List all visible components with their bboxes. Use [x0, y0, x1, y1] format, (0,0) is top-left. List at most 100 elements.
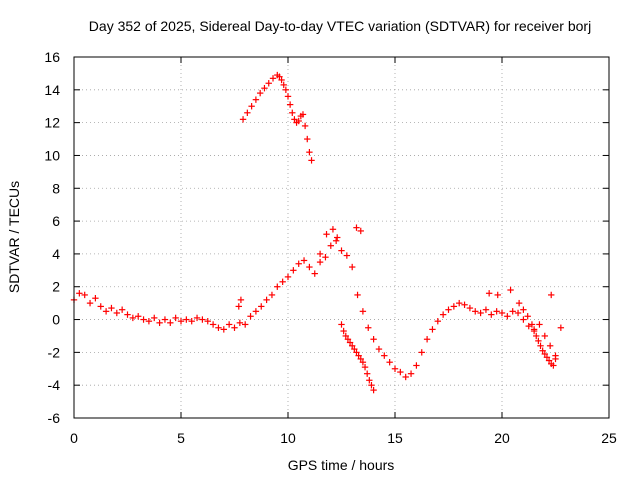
y-tick-label: -2: [48, 344, 61, 360]
data-point: [188, 317, 195, 325]
data-point: [304, 135, 311, 143]
y-tick-label: 2: [52, 279, 60, 295]
data-point: [295, 117, 302, 125]
data-point: [102, 308, 110, 315]
data-point: [485, 290, 493, 297]
data-point: [370, 336, 377, 343]
data-point: [543, 354, 551, 361]
data-point: [541, 332, 548, 340]
data-point: [488, 311, 495, 318]
data-point: [524, 313, 531, 320]
data-point: [279, 278, 286, 286]
data-point: [423, 336, 431, 343]
data-point: [520, 316, 527, 323]
x-axis-title: GPS time / hours: [288, 457, 395, 473]
data-point: [363, 370, 371, 377]
data-point: [289, 109, 296, 116]
data-point: [466, 304, 474, 312]
data-point: [193, 314, 201, 322]
data-point: [402, 373, 409, 381]
data-point: [536, 321, 543, 328]
data-point: [204, 317, 211, 325]
data-point: [514, 309, 522, 317]
data-point: [86, 299, 94, 307]
data-point: [172, 314, 179, 322]
data-point: [183, 316, 190, 323]
data-point: [541, 350, 548, 358]
axis-ticks: [73, 56, 610, 419]
data-point: [220, 326, 227, 333]
data-point: [353, 224, 360, 231]
data-point: [274, 283, 281, 290]
y-tick-label: -6: [48, 410, 61, 426]
axis-tick-labels: 0 5 10 15 20 25 -6 -4 -2 0 2 4 6 8 10 12 14 16: [44, 49, 617, 446]
y-tick-label: 14: [44, 82, 60, 98]
data-point: [280, 81, 287, 89]
data-point: [346, 339, 354, 346]
data-point: [269, 75, 277, 82]
data-point: [334, 234, 341, 241]
data-point: [357, 227, 364, 235]
data-point: [316, 250, 324, 258]
y-tick-label: -4: [48, 377, 61, 393]
data-point: [349, 342, 356, 349]
data-point: [263, 296, 270, 304]
data-point: [236, 319, 244, 327]
data-point: [418, 349, 425, 356]
x-tick-label: 5: [177, 430, 185, 446]
data-point: [520, 306, 527, 313]
data-point: [461, 301, 468, 308]
y-tick-label: 16: [44, 49, 60, 65]
data-point: [391, 365, 399, 372]
data-point: [355, 352, 362, 359]
data-point: [381, 352, 388, 359]
y-tick-label: 10: [44, 147, 60, 163]
data-point: [498, 309, 506, 317]
x-tick-label: 15: [387, 430, 403, 446]
data-point: [284, 273, 292, 281]
data-point: [300, 257, 308, 264]
data-point: [76, 290, 83, 297]
data-point: [276, 73, 283, 80]
data-point: [301, 122, 309, 130]
data-point: [237, 296, 245, 304]
data-point: [359, 308, 367, 315]
data-point: [113, 309, 120, 317]
data-point: [199, 316, 206, 323]
data-point: [537, 342, 544, 349]
data-point: [97, 303, 104, 310]
data-point: [252, 96, 260, 103]
data-point: [129, 314, 137, 322]
data-point: [338, 321, 345, 328]
data-point: [145, 317, 153, 325]
data-point: [225, 321, 233, 328]
data-point: [242, 321, 249, 328]
data-point: [545, 357, 553, 364]
data-point: [306, 263, 313, 271]
data-point: [258, 303, 265, 310]
data-point: [215, 324, 222, 331]
data-point: [209, 321, 217, 328]
data-point: [268, 291, 276, 299]
data-point: [118, 306, 126, 313]
data-point: [261, 84, 268, 92]
data-point: [494, 291, 501, 299]
data-point: [278, 76, 285, 84]
data-point: [151, 314, 158, 322]
data-point: [370, 386, 377, 394]
data-point: [299, 111, 307, 118]
y-tick-label: 0: [52, 312, 60, 328]
data-point: [344, 336, 352, 343]
data-point: [429, 326, 436, 333]
x-tick-label: 20: [494, 430, 510, 446]
data-point: [351, 345, 358, 353]
data-point: [557, 324, 565, 331]
data-point: [290, 267, 297, 274]
data-point: [365, 324, 372, 331]
data-point: [546, 342, 554, 349]
data-point: [311, 270, 318, 277]
data-point: [329, 226, 337, 233]
data-point: [507, 286, 514, 294]
data-point: [375, 345, 383, 353]
